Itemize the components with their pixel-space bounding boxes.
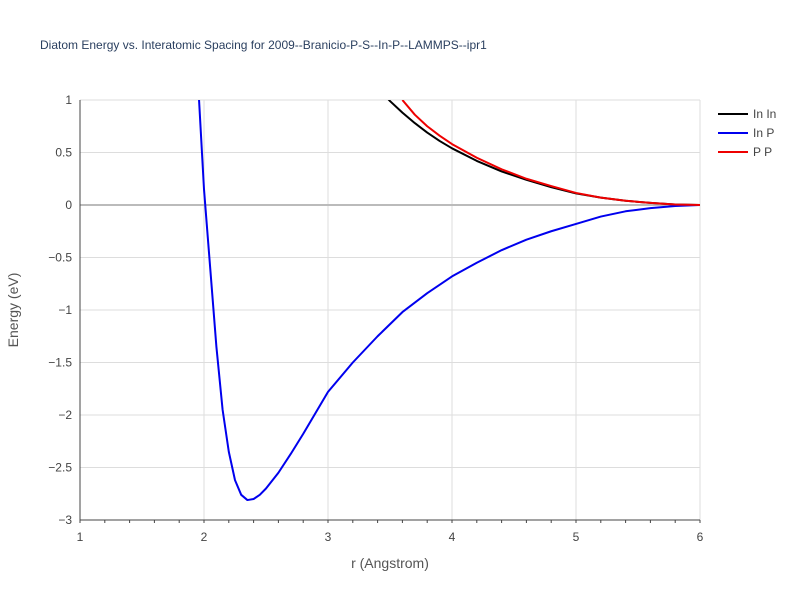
x-tick-label: 6 — [697, 530, 704, 544]
x-axis-title: r (Angstrom) — [351, 555, 429, 571]
legend-item[interactable]: P P — [718, 145, 772, 159]
y-tick-label: −0.5 — [48, 251, 72, 265]
legend[interactable]: In In In P P P — [718, 107, 776, 159]
x-tick-label: 3 — [325, 530, 332, 544]
series-line-p-p — [401, 100, 700, 206]
y-tick-label: −1 — [58, 303, 72, 317]
x-tick-label: 1 — [77, 530, 84, 544]
legend-label: In P — [753, 126, 774, 140]
legend-item[interactable]: In P — [718, 126, 774, 140]
legend-label: In In — [753, 107, 776, 121]
grid — [80, 99, 701, 520]
y-tick-label: 1 — [65, 93, 72, 107]
y-tick-label: −2 — [58, 408, 72, 422]
x-tick-label: 4 — [449, 530, 456, 544]
chart-title: Diatom Energy vs. Interatomic Spacing fo… — [40, 38, 487, 52]
y-tick-label: −2.5 — [48, 461, 72, 475]
x-tick-label: 5 — [573, 530, 580, 544]
y-tick-label: 0 — [65, 198, 72, 212]
y-tick-label: −1.5 — [48, 356, 72, 370]
legend-label: P P — [753, 145, 772, 159]
y-tick-label: −3 — [58, 513, 72, 527]
series-line-in-p — [198, 100, 700, 502]
legend-item[interactable]: In In — [718, 107, 776, 121]
series-line-in-in — [387, 100, 700, 206]
y-tick-label: 0.5 — [55, 146, 72, 160]
y-axis-title: Energy (eV) — [5, 273, 21, 348]
x-tick-label: 2 — [201, 530, 208, 544]
plot-area — [198, 100, 700, 502]
axes: 1 2 3 4 5 6 1 0.5 0 −0.5 −1 −1.5 −2 −2.5 −3 — [48, 93, 703, 544]
